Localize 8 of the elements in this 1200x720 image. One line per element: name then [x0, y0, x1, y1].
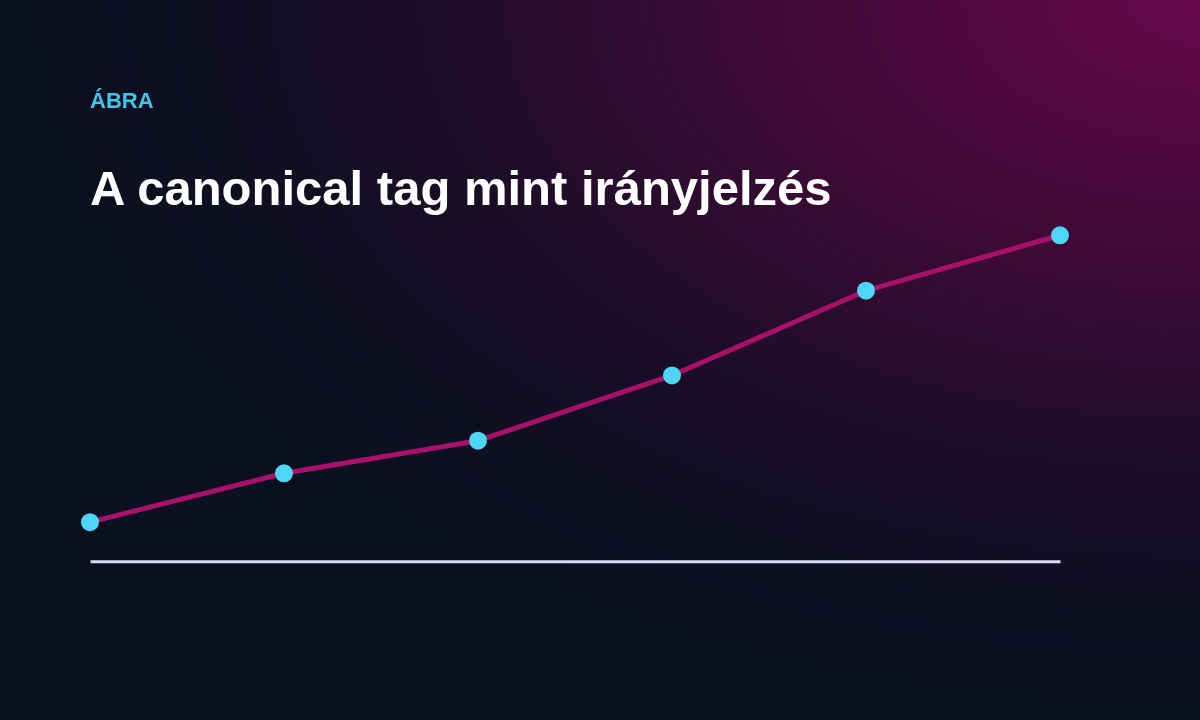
point [469, 431, 487, 450]
chart-title: A canonical tag mint irányjelzés [90, 161, 832, 215]
point [275, 464, 293, 483]
point [857, 281, 875, 300]
point [81, 513, 99, 532]
point [663, 366, 681, 385]
chart-subtitle: ÁBRA [90, 88, 154, 113]
point [1051, 226, 1069, 245]
